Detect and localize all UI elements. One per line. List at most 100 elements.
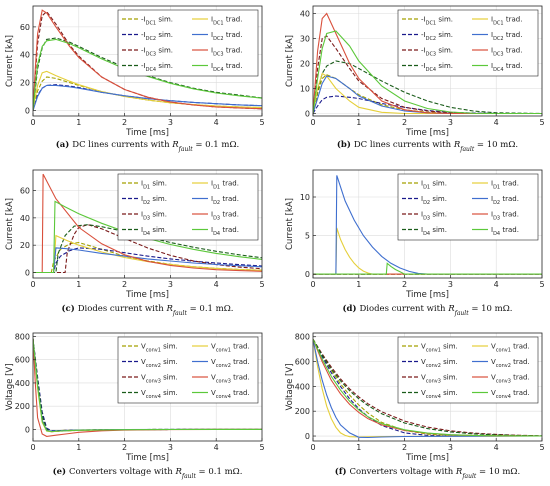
axes-frame — [312, 5, 543, 117]
legend-box — [117, 173, 259, 241]
y-tick-label: 20 — [20, 79, 30, 88]
y-tick-label: 0 — [25, 425, 30, 434]
y-tick-label: 10 — [300, 193, 310, 202]
legend-entry: IDC4 trad. — [211, 62, 242, 73]
x-tick-label: 4 — [214, 443, 219, 452]
legend: ID1 sim. ID1 trad. ID2 sim. ID2 trad. ID3 si… — [117, 173, 259, 241]
legend-entry: ID2 sim. — [141, 195, 167, 206]
y-tick-label: 40 — [300, 10, 310, 19]
x-tick-label: 2 — [122, 280, 127, 289]
y-axis-label: Current [kA] — [5, 198, 15, 250]
x-axis-label: Time [ms] — [405, 128, 449, 138]
y-tick-label: 60 — [20, 187, 30, 196]
x-tick-label: 2 — [402, 443, 407, 452]
x-tick-label: 3 — [448, 280, 453, 289]
legend-entry: -IDC3 sim. — [141, 47, 173, 58]
series-line-6 — [313, 339, 542, 439]
x-tick-label: 5 — [259, 280, 264, 289]
series-line-7 — [33, 9, 262, 111]
series-line-8 — [313, 30, 542, 115]
legend-entry: ID4 trad. — [491, 226, 519, 237]
panel-caption: (a) DC lines currents with Rfault = 0.1 … — [56, 139, 239, 153]
legend-box — [397, 9, 539, 77]
y-tick-label: 200 — [295, 407, 310, 416]
series-line-4 — [33, 37, 262, 111]
x-tick-label: 4 — [494, 118, 499, 127]
y-tick-label: 600 — [295, 358, 310, 367]
x-tick-label: 1 — [356, 280, 361, 289]
x-axis-label: Time [ms] — [405, 290, 449, 300]
y-tick-label: 600 — [15, 356, 30, 365]
series-line-4 — [313, 60, 542, 115]
x-axis-label: Time [ms] — [125, 453, 169, 463]
legend-box — [397, 173, 539, 241]
series-line-8 — [33, 338, 262, 433]
legend-entry: Vconv2 trad. — [211, 358, 250, 369]
legend: Vconv1 sim. Vconv1 trad. Vconv2 sim. Vconv2… — [117, 336, 259, 404]
legend-entry: ID4 trad. — [211, 226, 239, 237]
y-tick-label: 20 — [300, 60, 310, 69]
legend-entry: Vconv4 trad. — [491, 389, 530, 400]
legend: Vconv1 sim. Vconv1 trad. Vconv2 sim. Vconv2… — [397, 336, 539, 404]
y-tick-label: 800 — [295, 333, 310, 342]
legend-entry: -IDC1 sim. — [141, 16, 173, 27]
series-line-5 — [33, 234, 262, 274]
x-tick-label: 0 — [310, 280, 315, 289]
chart-panel-5: 0 1 2 3 4 5 0 200 400 600 800 Time [ms] Voltage [V] V… — [5, 332, 265, 479]
legend-entry: IDC1 trad. — [211, 16, 242, 27]
legend: -IDC1 sim. IDC1 trad. -IDC2 sim. IDC2 trad.… — [397, 9, 539, 77]
y-tick-label: 0 — [305, 110, 310, 119]
y-axis-label: Voltage [V] — [285, 363, 295, 410]
legend-entry: ID3 sim. — [141, 211, 167, 222]
x-tick-label: 5 — [539, 118, 544, 127]
legend-entry: ID4 sim. — [141, 226, 167, 237]
series-line-3 — [313, 338, 542, 437]
legend-entry: ID3 sim. — [421, 211, 447, 222]
series-line-4 — [313, 338, 542, 437]
legend-entry: ID1 trad. — [491, 180, 519, 191]
legend-entry: Vconv4 sim. — [141, 389, 178, 400]
y-tick-label: 0 — [25, 269, 30, 278]
x-tick-label: 1 — [76, 118, 81, 127]
y-tick-label: 400 — [295, 382, 310, 391]
legend-entry: ID2 trad. — [491, 195, 519, 206]
x-tick-label: 0 — [30, 443, 35, 452]
legend-entry: -IDC2 sim. — [421, 31, 453, 42]
x-tick-label: 5 — [259, 443, 264, 452]
legend-entry: IDC3 trad. — [491, 47, 522, 58]
y-tick-label: 800 — [15, 332, 30, 341]
x-tick-label: 4 — [494, 443, 499, 452]
x-tick-label: 5 — [539, 280, 544, 289]
x-tick-label: 1 — [356, 118, 361, 127]
x-tick-label: 1 — [76, 443, 81, 452]
x-tick-label: 0 — [310, 118, 315, 127]
x-tick-label: 3 — [168, 118, 173, 127]
legend-entry: IDC2 trad. — [491, 31, 522, 42]
x-axis-label: Time [ms] — [125, 128, 169, 138]
axes-frame — [32, 5, 263, 117]
x-tick-label: 4 — [214, 280, 219, 289]
series-line-8 — [313, 338, 542, 437]
x-tick-label: 0 — [30, 118, 35, 127]
legend-entry: Vconv4 trad. — [211, 389, 250, 400]
y-axis-label: Current [kA] — [5, 35, 15, 87]
legend-box — [397, 336, 539, 404]
panel-caption: (c) Diodes current with Rfault = 0.1 mΩ. — [62, 303, 234, 317]
y-tick-label: 40 — [20, 214, 30, 223]
legend-entry: Vconv3 trad. — [491, 374, 530, 385]
series-line-8 — [33, 38, 262, 111]
y-tick-label: 30 — [300, 35, 310, 44]
series-line-6 — [33, 84, 262, 111]
y-tick-label: 0 — [305, 270, 310, 279]
y-tick-label: 10 — [300, 85, 310, 94]
legend-entry: IDC2 trad. — [211, 31, 242, 42]
legend-entry: Vconv4 sim. — [421, 389, 458, 400]
x-tick-label: 0 — [310, 443, 315, 452]
x-tick-label: 5 — [259, 118, 264, 127]
legend-entry: Vconv2 trad. — [491, 358, 530, 369]
x-tick-label: 1 — [356, 443, 361, 452]
legend-entry: IDC1 trad. — [491, 16, 522, 27]
legend-entry: ID3 trad. — [211, 211, 239, 222]
